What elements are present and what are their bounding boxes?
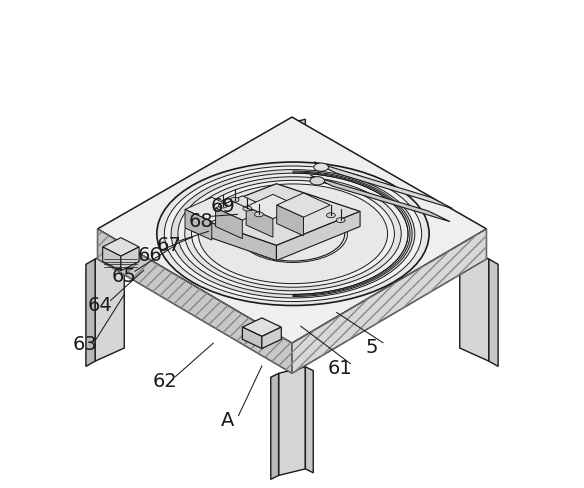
Polygon shape (103, 238, 139, 257)
Polygon shape (242, 327, 262, 349)
Polygon shape (121, 247, 139, 271)
Ellipse shape (199, 184, 388, 284)
Text: 67: 67 (157, 236, 182, 254)
Polygon shape (277, 205, 304, 236)
Polygon shape (192, 184, 360, 246)
Polygon shape (292, 229, 486, 373)
Ellipse shape (178, 174, 408, 295)
Polygon shape (98, 118, 486, 344)
Ellipse shape (157, 163, 429, 306)
Ellipse shape (164, 167, 422, 302)
Ellipse shape (243, 206, 252, 211)
Polygon shape (192, 217, 276, 261)
Ellipse shape (314, 163, 328, 172)
Text: 61: 61 (327, 358, 352, 377)
Text: 66: 66 (138, 245, 162, 264)
Ellipse shape (218, 203, 227, 208)
Polygon shape (242, 318, 281, 337)
Ellipse shape (310, 177, 325, 185)
Text: A: A (221, 410, 235, 429)
Polygon shape (271, 373, 279, 479)
Polygon shape (262, 327, 281, 349)
Polygon shape (279, 367, 305, 475)
Text: 64: 64 (88, 295, 112, 314)
Polygon shape (246, 195, 300, 219)
Ellipse shape (192, 181, 394, 287)
Polygon shape (185, 198, 238, 222)
Ellipse shape (185, 178, 401, 291)
Polygon shape (103, 247, 121, 271)
Polygon shape (276, 212, 360, 261)
Polygon shape (279, 120, 305, 203)
Polygon shape (305, 367, 313, 473)
Ellipse shape (171, 170, 415, 298)
Polygon shape (246, 207, 273, 238)
Polygon shape (489, 260, 498, 366)
Text: 62: 62 (152, 371, 177, 390)
Polygon shape (277, 194, 330, 218)
Polygon shape (460, 246, 489, 362)
Ellipse shape (230, 198, 239, 203)
Polygon shape (311, 176, 450, 222)
Ellipse shape (241, 207, 345, 262)
Text: 68: 68 (189, 211, 213, 230)
Ellipse shape (255, 212, 263, 217)
Polygon shape (215, 197, 269, 221)
Polygon shape (98, 229, 292, 373)
Ellipse shape (238, 205, 347, 263)
Polygon shape (86, 260, 95, 366)
Text: 69: 69 (211, 197, 235, 216)
Polygon shape (215, 208, 242, 239)
Text: 63: 63 (73, 334, 98, 353)
Polygon shape (95, 246, 124, 362)
Polygon shape (185, 210, 212, 241)
Ellipse shape (336, 218, 345, 223)
Text: 5: 5 (366, 337, 378, 356)
Ellipse shape (326, 213, 335, 218)
Text: 65: 65 (112, 266, 137, 285)
Polygon shape (314, 163, 453, 209)
